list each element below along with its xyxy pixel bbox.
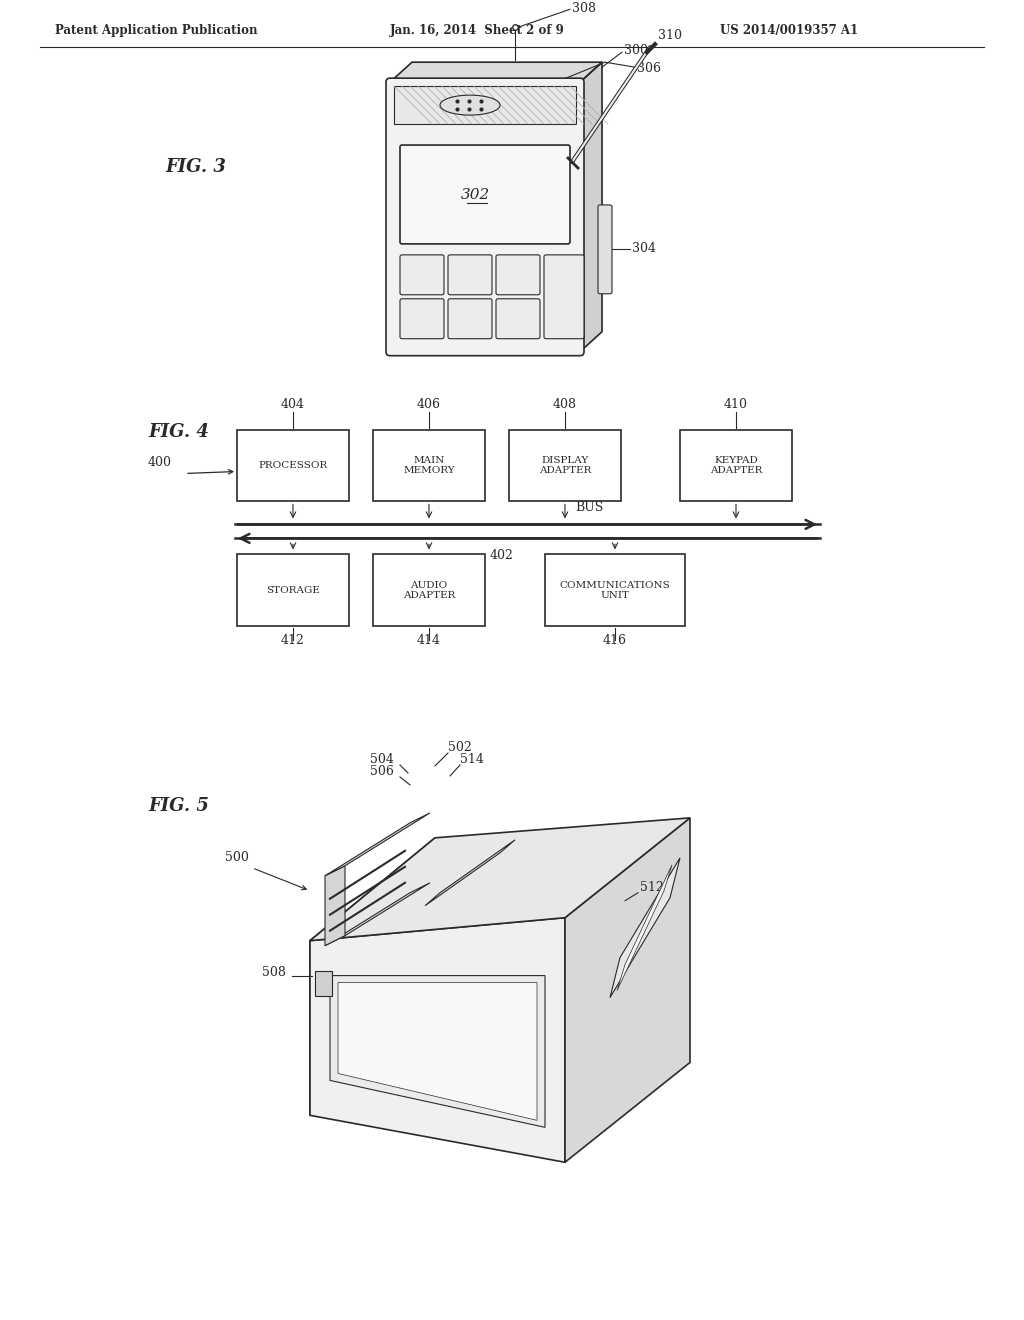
- Bar: [373, 429, 485, 502]
- Bar: [394, 86, 575, 124]
- Text: Patent Application Publication: Patent Application Publication: [55, 24, 257, 37]
- FancyBboxPatch shape: [544, 255, 584, 339]
- Text: BUS: BUS: [575, 502, 603, 515]
- Text: 306: 306: [637, 62, 662, 75]
- Text: 414: 414: [417, 634, 441, 647]
- Text: PROCESSOR: PROCESSOR: [258, 461, 328, 470]
- Text: AUDIO
ADAPTER: AUDIO ADAPTER: [402, 581, 456, 601]
- Polygon shape: [315, 970, 332, 995]
- Text: 416: 416: [603, 634, 627, 647]
- Polygon shape: [580, 62, 602, 351]
- Text: FIG. 3: FIG. 3: [165, 158, 226, 176]
- Text: 508: 508: [262, 966, 286, 978]
- Text: MAIN
MEMORY: MAIN MEMORY: [403, 455, 455, 475]
- Bar: [509, 429, 621, 502]
- Text: STORAGE: STORAGE: [266, 586, 319, 595]
- Polygon shape: [390, 62, 602, 82]
- Polygon shape: [338, 982, 537, 1121]
- Polygon shape: [610, 858, 680, 998]
- Text: 502: 502: [449, 741, 472, 754]
- Bar: [237, 554, 349, 626]
- Text: 514: 514: [460, 752, 484, 766]
- Polygon shape: [425, 840, 515, 906]
- FancyBboxPatch shape: [400, 255, 444, 294]
- Text: 408: 408: [553, 397, 577, 411]
- FancyBboxPatch shape: [449, 255, 492, 294]
- Text: 302: 302: [461, 187, 489, 202]
- Polygon shape: [310, 917, 565, 1163]
- Text: DISPLAY
ADAPTER: DISPLAY ADAPTER: [539, 455, 591, 475]
- Polygon shape: [325, 866, 345, 945]
- Polygon shape: [310, 838, 435, 1115]
- Text: FIG. 4: FIG. 4: [148, 422, 209, 441]
- FancyBboxPatch shape: [400, 298, 444, 339]
- Bar: [237, 429, 349, 502]
- Text: 510: 510: [430, 1001, 454, 1014]
- Text: 304: 304: [632, 242, 656, 255]
- Polygon shape: [617, 865, 672, 990]
- Polygon shape: [325, 883, 430, 945]
- FancyBboxPatch shape: [386, 78, 584, 355]
- Text: 402: 402: [490, 549, 514, 562]
- Ellipse shape: [440, 95, 500, 115]
- Bar: [545, 554, 685, 626]
- Polygon shape: [565, 818, 690, 1163]
- FancyBboxPatch shape: [598, 205, 612, 294]
- Text: 406: 406: [417, 397, 441, 411]
- Text: 500: 500: [225, 851, 249, 863]
- FancyBboxPatch shape: [496, 255, 540, 294]
- Polygon shape: [310, 818, 690, 941]
- Text: 504: 504: [370, 752, 394, 766]
- FancyBboxPatch shape: [449, 298, 492, 339]
- Bar: [680, 429, 792, 502]
- Text: Jan. 16, 2014  Sheet 2 of 9: Jan. 16, 2014 Sheet 2 of 9: [390, 24, 565, 37]
- Text: 506: 506: [370, 766, 394, 777]
- Text: 310: 310: [658, 29, 682, 42]
- Text: 512: 512: [640, 880, 664, 894]
- Text: US 2014/0019357 A1: US 2014/0019357 A1: [720, 24, 858, 37]
- Text: FIG. 5: FIG. 5: [148, 797, 209, 814]
- Polygon shape: [330, 975, 545, 1127]
- FancyBboxPatch shape: [496, 298, 540, 339]
- Text: COMMUNICATIONS
UNIT: COMMUNICATIONS UNIT: [560, 581, 671, 601]
- Text: 412: 412: [281, 634, 305, 647]
- Text: 308: 308: [572, 3, 596, 16]
- FancyBboxPatch shape: [400, 145, 570, 244]
- Bar: [373, 554, 485, 626]
- Polygon shape: [325, 813, 430, 875]
- Text: 410: 410: [724, 397, 748, 411]
- Text: 404: 404: [281, 397, 305, 411]
- Text: 400: 400: [148, 457, 172, 470]
- Text: KEYPAD
ADAPTER: KEYPAD ADAPTER: [710, 455, 762, 475]
- Text: 300: 300: [624, 44, 648, 57]
